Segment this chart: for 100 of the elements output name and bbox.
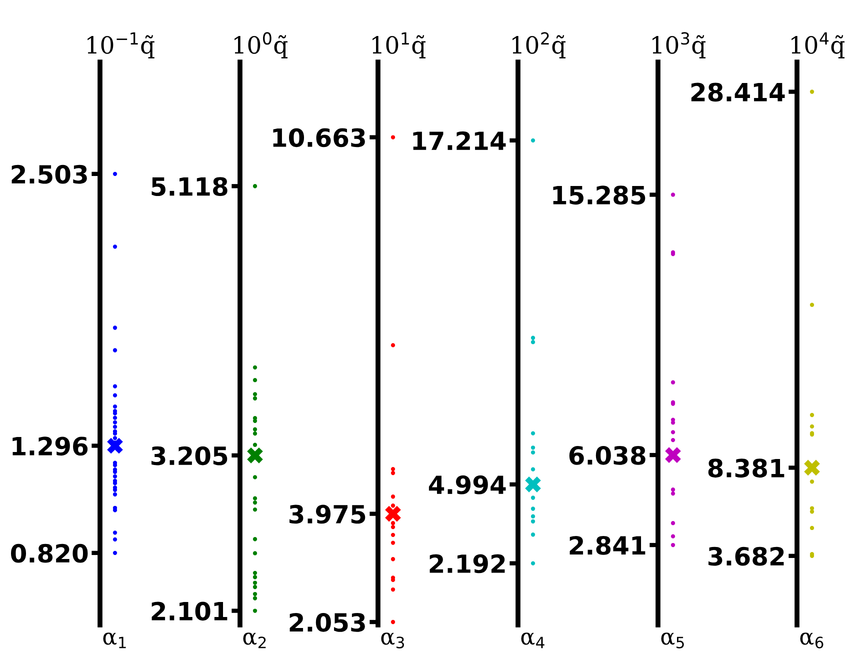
y-tick-label: 2.841 [570,536,646,555]
y-tick-label: 2.053 [290,612,365,632]
point [530,561,536,566]
point [252,500,258,505]
chart-title: 10$^{−1}$q̃ [88,32,154,58]
point [112,420,118,424]
y-tick-label: 2.503 [12,164,87,184]
point [390,587,396,592]
point [530,431,536,436]
point [107,438,123,454]
point [810,412,814,418]
point [252,378,258,382]
point [112,481,118,486]
point [252,570,258,576]
point [112,172,118,176]
point [530,532,536,537]
point [670,380,676,384]
point [804,460,820,476]
point [810,506,814,510]
point [112,530,118,535]
point [247,447,263,464]
x-tick-label: α$_{4}$ [521,632,544,648]
y-tick-label: 1.296 [12,436,88,456]
point [390,466,396,472]
point [252,475,258,480]
point [385,506,401,522]
point [670,491,676,496]
point [530,519,536,524]
point [530,467,536,472]
x-tick-label: α$_{1}$ [103,632,126,648]
point [252,431,258,436]
y-tick-label: 28.414 [691,82,785,102]
point [112,537,118,542]
point [530,446,536,450]
point [112,492,118,496]
point [252,592,258,596]
point [252,442,258,447]
point [390,540,396,545]
point [112,463,118,468]
point [252,575,258,580]
y-tick-label: 0.820 [11,544,88,563]
point [252,392,258,396]
point [252,427,258,432]
point [252,537,258,542]
point [670,521,676,526]
point [670,438,676,442]
y-tick-label: 15.285 [553,186,646,205]
point [390,470,396,476]
chart-title: 10$^{4}$q̃ [792,32,845,58]
point [670,192,676,197]
point [390,343,396,348]
y-tick-label: 3.682 [708,546,784,566]
y-tick-label: 3.975 [289,504,366,524]
point [530,336,536,340]
point [525,476,541,492]
point [390,135,396,140]
x-tick-label: α$_{3}$ [381,632,404,648]
chart-title: 10$^{1}$q̃ [372,32,426,58]
point [112,244,118,249]
point [112,384,118,388]
point [810,302,814,307]
point [252,184,258,188]
x-tick-label: α$_{5}$ [661,632,684,648]
point [670,542,676,548]
point [112,416,118,420]
point [390,620,396,624]
point [390,521,396,526]
point [810,526,814,530]
point [252,496,258,500]
point [810,90,814,94]
point [390,494,396,499]
point [390,532,396,538]
point [252,608,258,613]
point [670,534,676,538]
point [810,510,814,514]
y-tick-label: 2.101 [152,602,228,621]
point [670,488,676,492]
y-tick-label: 8.381 [708,458,784,478]
y-tick-label: 2.192 [430,554,505,574]
x-tick-label: α$_{2}$ [243,632,266,648]
point [670,430,676,434]
point [390,504,396,508]
point [112,424,118,429]
y-tick-label: 5.118 [152,177,228,196]
point [810,424,814,429]
point [252,596,258,600]
point [112,348,118,352]
point [112,474,118,478]
point [530,506,536,511]
point [530,496,536,500]
point [252,365,258,370]
point [112,436,118,440]
chart-title: 10$^{0}$q̃ [234,32,288,58]
point [530,514,536,518]
y-tick-label: 6.038 [569,446,646,465]
y-tick-label: 3.205 [151,446,228,466]
point [670,420,676,425]
point [530,138,536,143]
point [252,396,258,400]
point [112,404,118,409]
